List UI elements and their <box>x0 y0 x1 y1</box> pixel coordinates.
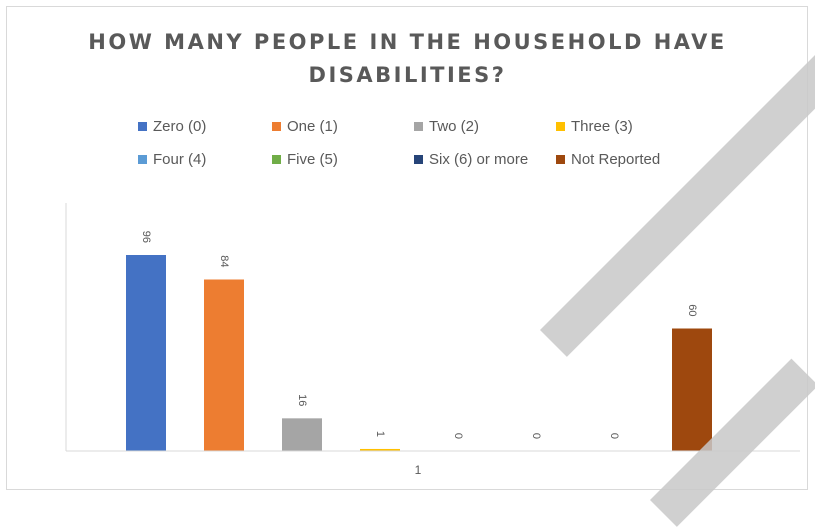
legend-swatch <box>414 122 423 131</box>
bar <box>282 418 322 451</box>
bar <box>204 279 244 451</box>
bar-data-label: 60 <box>686 304 698 316</box>
chart-title-line-1: HOW MANY PEOPLE IN THE HOUSEHOLD HAVE <box>88 30 727 54</box>
bar-data-label: 16 <box>296 394 308 406</box>
legend-swatch <box>556 155 565 164</box>
bar <box>360 448 400 451</box>
legend-item: Not Reported <box>556 151 660 168</box>
legend-item: Five (5) <box>272 151 338 168</box>
bar-data-label: 96 <box>140 231 152 243</box>
legend-label: One (1) <box>287 118 338 135</box>
bar <box>126 255 166 451</box>
legend-label: Not Reported <box>571 151 661 168</box>
chart-legend: Zero (0) One (1) Two (2) Three (3) Four (4) F… <box>138 118 738 188</box>
bar-data-label: 0 <box>608 433 620 439</box>
legend-label: Two (2) <box>429 118 480 135</box>
legend-swatch <box>414 155 423 164</box>
bar-data-label: 0 <box>452 433 464 439</box>
legend-item: Two (2) <box>414 118 479 135</box>
legend-label: Six (6) or more <box>429 151 529 168</box>
legend-item: Three (3) <box>556 118 633 135</box>
legend-item: Zero (0) <box>138 118 206 135</box>
bar <box>672 328 712 451</box>
chart-title-line-2: DISABILITIES? <box>308 63 507 87</box>
legend-swatch <box>138 155 147 164</box>
bar-chart-plot: 96 84 16 1 0 0 0 60 1 <box>65 203 800 477</box>
x-axis-tick-label: 1 <box>415 463 422 477</box>
bar-data-label: 0 <box>530 433 542 439</box>
legend-swatch <box>556 122 565 131</box>
legend-swatch <box>138 122 147 131</box>
legend-item: Six (6) or more <box>414 151 528 168</box>
bar-data-label: 84 <box>218 255 230 267</box>
bar-data-label: 1 <box>374 431 386 437</box>
legend-label: Zero (0) <box>153 118 207 135</box>
legend-item: Four (4) <box>138 151 206 168</box>
legend-label: Five (5) <box>287 151 338 168</box>
legend-swatch <box>272 122 281 131</box>
chart-title: HOW MANY PEOPLE IN THE HOUSEHOLD HAVE DI… <box>0 26 815 92</box>
legend-label: Three (3) <box>571 118 633 135</box>
legend-item: One (1) <box>272 118 338 135</box>
legend-label: Four (4) <box>153 151 207 168</box>
legend-swatch <box>272 155 281 164</box>
